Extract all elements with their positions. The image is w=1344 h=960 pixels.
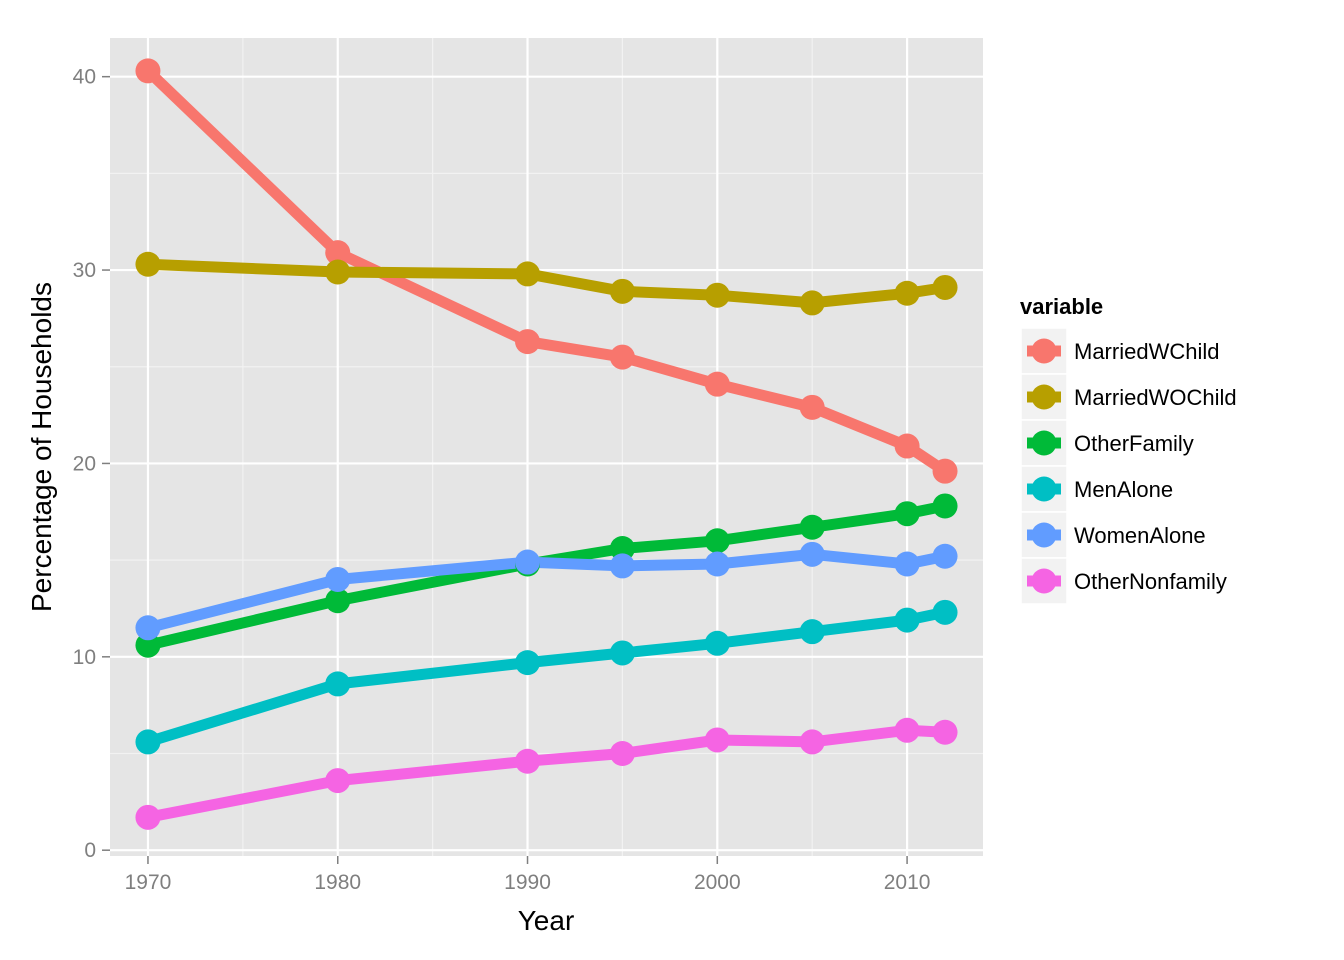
point-menalone [799,619,825,645]
point-othernonfamily [799,729,825,755]
point-womenalone [704,551,730,577]
point-menalone [609,640,635,666]
point-marriedwchild [799,394,825,420]
y-tick-label: 0 [84,839,96,862]
legend-label: WomenAlone [1074,523,1206,548]
series-line-marriedwochild [142,258,951,309]
x-tick-label: 2000 [694,871,741,894]
point-womenalone [932,543,958,569]
point-marriedwchild [704,371,730,397]
point-marriedwochild [325,259,351,285]
point-othernonfamily [894,717,920,743]
point-marriedwchild [894,433,920,459]
legend-item-womenalone: WomenAlone [1020,511,1206,559]
point-menalone [932,599,958,625]
axis-ticks [102,75,908,864]
point-marriedwchild [932,458,958,484]
point-othernonfamily [325,768,351,794]
point-menalone [894,607,920,633]
x-axis-title: Year [518,905,575,936]
series-line-womenalone [142,548,951,634]
point-womenalone [515,549,541,575]
point-menalone [325,671,351,697]
y-tick-labels: 0 10 20 30 40 [73,66,96,863]
series-line-othernonfamily [142,724,951,823]
point-womenalone [135,615,161,641]
x-tick-label: 1970 [125,871,172,894]
legend-key-point [1031,522,1057,548]
series-points [135,58,958,830]
legend-title: variable [1020,294,1103,319]
legend-label: OtherFamily [1074,431,1194,456]
legend-item-otherfamily: OtherFamily [1020,419,1194,467]
point-marriedwochild [609,278,635,304]
point-marriedwochild [515,261,541,287]
point-othernonfamily [515,748,541,774]
point-othernonfamily [932,719,958,745]
legend-items: MarriedWChild MarriedWOChild OtherFamily Me… [1020,327,1237,605]
point-otherfamily [325,588,351,614]
legend-label: MenAlone [1074,477,1173,502]
x-tick-label: 2010 [884,871,931,894]
point-othernonfamily [135,804,161,830]
legend-label: OtherNonfamily [1074,569,1227,594]
point-othernonfamily [704,727,730,753]
point-othernonfamily [609,741,635,767]
legend: variable MarriedWChild MarriedWOChild Othe… [1020,294,1237,605]
y-tick-label: 30 [73,259,96,282]
point-womenalone [799,541,825,567]
point-marriedwochild [799,290,825,316]
legend-item-menalone: MenAlone [1020,465,1173,513]
y-tick-label: 20 [73,452,96,475]
legend-item-marriedwchild: MarriedWChild [1020,327,1219,375]
point-marriedwchild [325,240,351,266]
x-tick-label: 1990 [504,871,551,894]
point-womenalone [894,551,920,577]
x-tick-labels: 1970 1980 1990 2000 2010 [125,871,931,894]
point-menalone [135,729,161,755]
point-marriedwochild [704,282,730,308]
point-marriedwochild [932,274,958,300]
series-line-otherfamily [142,500,951,651]
y-tick-label: 40 [73,66,96,89]
legend-key-point [1031,568,1057,594]
point-marriedwchild [515,329,541,355]
legend-item-othernonfamily: OtherNonfamily [1020,557,1227,605]
point-menalone [704,630,730,656]
legend-label: MarriedWChild [1074,339,1219,364]
legend-item-marriedwochild: MarriedWOChild [1020,373,1237,421]
point-marriedwchild [609,344,635,370]
y-axis-title: Percentage of Households [26,282,57,612]
legend-key-point [1031,476,1057,502]
point-otherfamily [894,501,920,527]
point-marriedwochild [894,280,920,306]
legend-key-point [1031,338,1057,364]
legend-key-point [1031,430,1057,456]
series-line-menalone [142,606,951,748]
point-womenalone [325,566,351,592]
point-otherfamily [704,528,730,554]
legend-key-point [1031,384,1057,410]
point-otherfamily [135,632,161,658]
point-otherfamily [799,514,825,540]
point-otherfamily [932,493,958,519]
y-tick-label: 10 [73,646,96,669]
legend-label: MarriedWOChild [1074,385,1237,410]
point-otherfamily [609,536,635,562]
point-womenalone [609,553,635,579]
series-lines [142,65,951,823]
x-tick-label: 1980 [314,871,361,894]
point-menalone [515,650,541,676]
point-marriedwochild [135,251,161,277]
point-marriedwchild [135,58,161,84]
